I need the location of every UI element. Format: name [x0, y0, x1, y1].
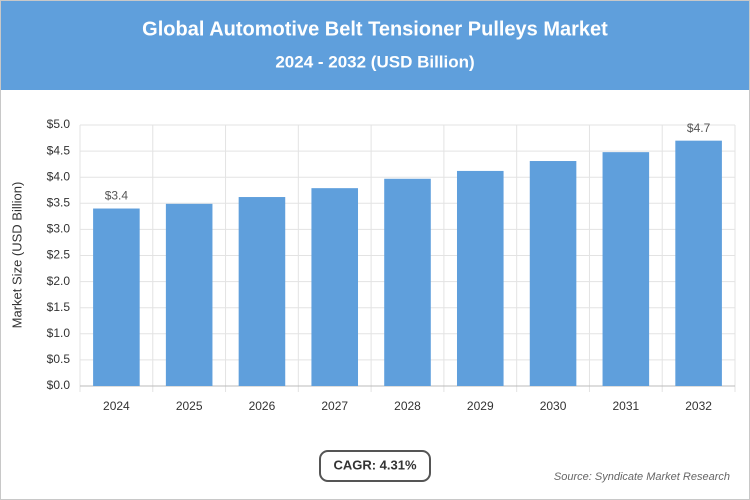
bar — [238, 197, 286, 386]
bar — [456, 170, 504, 386]
x-tick-label: 2025 — [176, 399, 203, 413]
header-band — [1, 1, 749, 90]
source: Source: Syndicate Market Research — [554, 471, 730, 483]
x-tick-label: 2026 — [249, 399, 276, 413]
y-tick-label: $4.0 — [47, 169, 71, 183]
x-tick-label: 2031 — [612, 399, 639, 413]
value-label: $3.4 — [105, 189, 129, 203]
x-tick-label: 2027 — [321, 399, 348, 413]
x-tick-label: 2024 — [103, 399, 130, 413]
chart-title: Global Automotive Belt Tensioner Pulleys… — [142, 18, 608, 40]
cagr-box — [319, 450, 431, 482]
x-tick-label: 2032 — [685, 399, 712, 413]
y-tick-label: $1.5 — [47, 300, 71, 314]
y-tick-label: $3.5 — [47, 195, 71, 209]
y-tick-label: $5.0 — [47, 117, 71, 131]
y-tick-label: $2.0 — [47, 274, 71, 288]
x-tick-label: 2030 — [540, 399, 567, 413]
x-tick-label: 2028 — [394, 399, 421, 413]
bar — [675, 140, 722, 386]
y-tick-label: $2.5 — [47, 248, 71, 262]
cagr-label: CAGR: 4.31% — [333, 457, 417, 472]
x-tick-label: 2029 — [467, 399, 494, 413]
bar — [93, 208, 140, 386]
bar — [602, 152, 650, 386]
y-tick-label: $1.0 — [47, 326, 71, 340]
y-tick-label: $4.5 — [47, 143, 71, 157]
bar — [165, 203, 213, 386]
y-tick-label: $3.0 — [47, 222, 71, 236]
chart-subtitle: 2024 - 2032 (USD Billion) — [275, 52, 474, 71]
bar — [384, 178, 431, 386]
y-axis-label: Market Size (USD Billion) — [9, 182, 24, 329]
y-tick-label: $0.5 — [47, 352, 71, 366]
bar — [529, 161, 577, 386]
y-tick-label: $0.0 — [47, 378, 71, 392]
bar — [311, 188, 359, 386]
value-label: $4.7 — [687, 121, 711, 135]
